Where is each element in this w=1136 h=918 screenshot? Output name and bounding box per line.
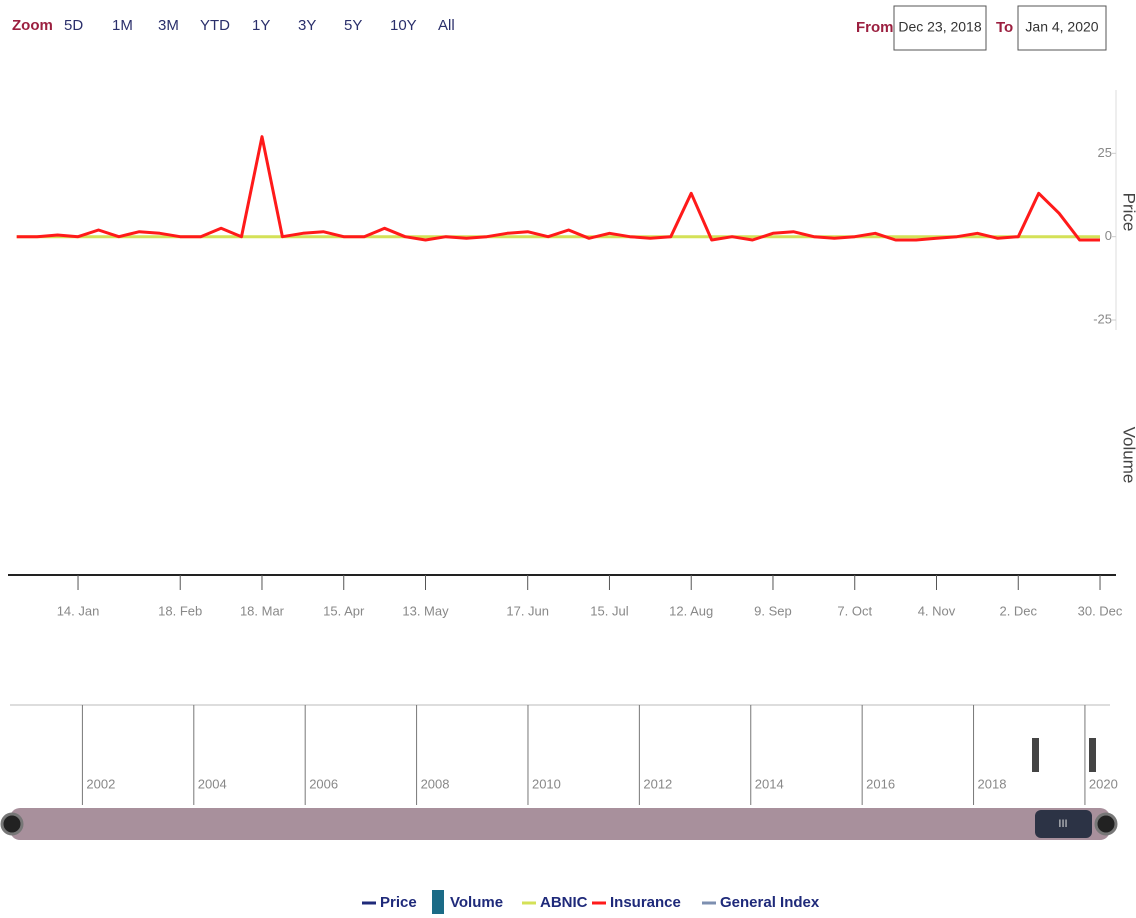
x-tick-label: 4. Nov [918, 603, 956, 618]
x-tick-label: 14. Jan [57, 603, 100, 618]
legend-label: Insurance [610, 894, 681, 911]
legend-item[interactable]: Price [362, 894, 417, 911]
from-label: From [856, 19, 894, 36]
navigator-tick-label: 2008 [421, 776, 450, 791]
zoom-button[interactable]: 3Y [298, 17, 316, 34]
to-value[interactable]: Jan 4, 2020 [1025, 19, 1098, 35]
legend-label: Volume [450, 894, 503, 911]
scroll-right-button[interactable] [1094, 812, 1118, 836]
to-input[interactable] [1017, 5, 1107, 51]
y-tick-label: 25 [1098, 145, 1112, 160]
legend-symbol [432, 890, 444, 914]
legend-item[interactable]: Volume [432, 890, 503, 914]
navigator-scrollbar[interactable] [10, 808, 1110, 840]
from-value[interactable]: Dec 23, 2018 [898, 19, 981, 35]
x-tick-label: 15. Jul [590, 603, 628, 618]
legend-item[interactable]: Insurance [592, 894, 681, 911]
navigator-tick-label: 2006 [309, 776, 338, 791]
legend-item[interactable]: General Index [702, 894, 820, 911]
scroll-left-button[interactable] [0, 812, 24, 836]
x-tick-label: 18. Feb [158, 603, 202, 618]
legend-label: General Index [720, 894, 820, 911]
zoom-button[interactable]: 5D [64, 17, 83, 34]
x-tick-label: 7. Oct [837, 603, 872, 618]
x-tick-label: 13. May [402, 603, 449, 618]
navigator-tick-label: 2012 [643, 776, 672, 791]
zoom-label: Zoom [12, 17, 53, 34]
legend-label: ABNIC [540, 894, 588, 911]
to-label: To [996, 19, 1013, 36]
y-tick-label: -25 [1093, 311, 1112, 326]
x-tick-label: 18. Mar [240, 603, 285, 618]
zoom-button[interactable]: 1Y [252, 17, 270, 34]
series-line [16, 135, 1100, 242]
from-input[interactable] [893, 5, 987, 51]
navigator-tick-label: 2010 [532, 776, 561, 791]
x-tick-label: 9. Sep [754, 603, 792, 618]
zoom-button[interactable]: 1M [112, 17, 133, 34]
legend-item[interactable]: ABNIC [522, 894, 588, 911]
navigator-tick-label: 2018 [978, 776, 1007, 791]
x-tick-label: 30. Dec [1078, 603, 1123, 618]
zoom-button[interactable]: YTD [200, 17, 230, 34]
legend-label: Price [380, 894, 417, 911]
navigator-handle-left[interactable] [1032, 738, 1039, 772]
navigator-tick-label: 2004 [198, 776, 227, 791]
zoom-button[interactable]: 10Y [390, 17, 417, 34]
x-tick-label: 17. Jun [506, 603, 549, 618]
zoom-button[interactable]: 5Y [344, 17, 362, 34]
navigator-window[interactable] [1035, 810, 1092, 838]
zoom-button[interactable]: All [438, 17, 455, 34]
x-tick-label: 2. Dec [999, 603, 1037, 618]
scroll-grip: III [1058, 818, 1067, 830]
navigator-tick-label: 2014 [755, 776, 784, 791]
navigator-tick-label: 2020 [1089, 776, 1118, 791]
zoom-button[interactable]: 3M [158, 17, 179, 34]
navigator-handle-right[interactable] [1089, 738, 1096, 772]
y-tick-label: 0 [1105, 228, 1112, 243]
x-tick-label: 15. Apr [323, 603, 365, 618]
x-tick-label: 12. Aug [669, 603, 713, 618]
volume-axis-title: Volume [1120, 427, 1136, 484]
navigator-tick-label: 2016 [866, 776, 895, 791]
navigator-tick-label: 2002 [86, 776, 115, 791]
price-axis-title: Price [1120, 193, 1136, 232]
